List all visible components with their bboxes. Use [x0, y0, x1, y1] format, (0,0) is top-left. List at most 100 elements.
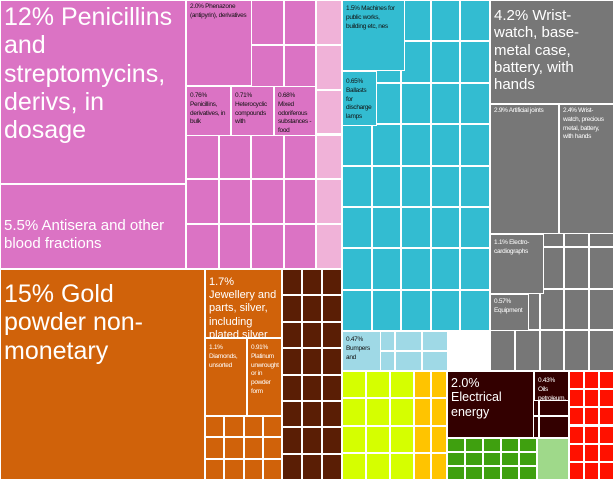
treemap-tile	[322, 269, 342, 296]
treemap-tile	[514, 329, 540, 371]
treemap-tile	[262, 458, 282, 480]
treemap-tile	[584, 389, 599, 408]
treemap-tile	[302, 374, 322, 401]
treemap-tile	[282, 295, 302, 322]
treemap-tile	[599, 407, 614, 426]
treemap-tile	[186, 224, 219, 269]
treemap-tile	[460, 248, 490, 290]
treemap-tile	[316, 44, 342, 90]
treemap-tile	[599, 443, 614, 462]
treemap-tile	[460, 289, 490, 331]
tile-wristwatch-precious: 2.4% Wrist-watch, precious metal, batter…	[559, 104, 614, 234]
treemap-tile	[316, 0, 342, 45]
treemap-tile	[283, 0, 316, 45]
treemap-tile	[283, 134, 316, 180]
treemap-tile	[401, 0, 431, 42]
treemap-tile	[243, 437, 263, 459]
treemap-tile	[342, 165, 372, 207]
treemap-tile	[316, 134, 342, 180]
treemap-tile	[460, 165, 490, 207]
treemap-tile	[282, 269, 302, 296]
treemap-tile	[539, 329, 565, 371]
treemap-tile	[302, 295, 322, 322]
treemap-tile	[414, 398, 431, 426]
treemap-tile	[302, 269, 322, 296]
tile-penicillins: 12% Penicillins and streptomycins, deriv…	[0, 0, 186, 184]
treemap-tile	[342, 289, 372, 331]
tile-phenazone: 2.0% Phenazone (antipyrin), derivatives	[186, 0, 252, 86]
treemap-tile	[282, 400, 302, 428]
treemap-tile	[569, 407, 584, 426]
treemap-tile	[371, 206, 402, 249]
treemap-tile	[224, 416, 244, 438]
treemap-tile	[430, 41, 461, 83]
treemap-tile	[322, 321, 342, 349]
treemap-tile	[460, 124, 490, 166]
treemap-tile	[430, 371, 447, 399]
treemap-tile	[569, 443, 584, 462]
treemap-tile	[390, 452, 414, 480]
tile-penicillins-bulk: 0.76% Penicillins, derivatives, in bulk	[186, 86, 231, 136]
treemap-tile	[584, 461, 599, 480]
treemap-tile	[465, 438, 483, 452]
treemap-tile	[584, 407, 599, 426]
treemap-tile	[186, 179, 219, 225]
treemap-tile	[599, 371, 614, 390]
treemap-tile	[414, 452, 431, 480]
treemap-tile	[322, 453, 342, 480]
treemap-tile	[569, 461, 584, 480]
treemap-tile	[430, 248, 461, 290]
treemap-tile	[205, 458, 225, 480]
treemap-tile	[342, 124, 372, 166]
treemap-tile	[366, 371, 390, 399]
treemap-tile	[342, 371, 366, 399]
treemap-tile	[205, 437, 225, 459]
treemap-tile	[390, 425, 414, 453]
treemap-tile	[316, 89, 342, 135]
treemap-tile	[283, 224, 316, 269]
treemap-tile	[371, 124, 402, 166]
treemap-tile	[282, 427, 302, 454]
treemap-tile	[395, 331, 422, 351]
treemap-tile	[430, 398, 447, 426]
treemap-tile	[501, 466, 519, 480]
treemap-tile	[366, 452, 390, 480]
treemap-tile	[302, 453, 322, 480]
treemap-tile	[401, 165, 431, 207]
treemap-tile	[302, 400, 322, 428]
tile-bumpers: 0.47% Bumpers and	[342, 331, 381, 371]
treemap-tile	[460, 0, 490, 42]
treemap-tile	[218, 224, 251, 269]
treemap-tile	[371, 248, 402, 290]
treemap-tile	[316, 179, 342, 225]
tile-odoriferous: 0.68% Mixed odoriferous substances - foo…	[274, 86, 316, 136]
treemap-tile	[322, 348, 342, 375]
treemap-tile	[251, 44, 284, 90]
treemap-tile	[584, 425, 599, 444]
treemap-tile	[465, 466, 483, 480]
treemap-tile	[584, 371, 599, 390]
treemap-tile	[501, 438, 519, 452]
treemap-tile	[342, 248, 372, 290]
treemap-tile	[599, 425, 614, 444]
treemap-tile	[430, 124, 461, 166]
treemap-tile	[599, 461, 614, 480]
treemap-tile	[205, 416, 225, 438]
treemap-tile	[447, 452, 465, 466]
treemap-tile	[401, 206, 431, 249]
treemap-tile	[569, 425, 584, 444]
treemap-tile	[262, 437, 282, 459]
treemap-tile	[282, 453, 302, 480]
treemap-tile	[283, 179, 316, 225]
treemap-tile	[251, 0, 284, 45]
treemap-tile	[282, 348, 302, 375]
treemap-tile	[401, 124, 431, 166]
treemap-tile	[430, 0, 461, 42]
treemap-tile	[342, 398, 366, 426]
treemap-tile	[599, 389, 614, 408]
treemap-tile	[366, 398, 390, 426]
tile-electrocardiographs: 1.1% Electro-cardiographs	[490, 234, 544, 294]
treemap-tile	[401, 248, 431, 290]
treemap-tile	[460, 41, 490, 83]
treemap-tile	[569, 389, 584, 408]
